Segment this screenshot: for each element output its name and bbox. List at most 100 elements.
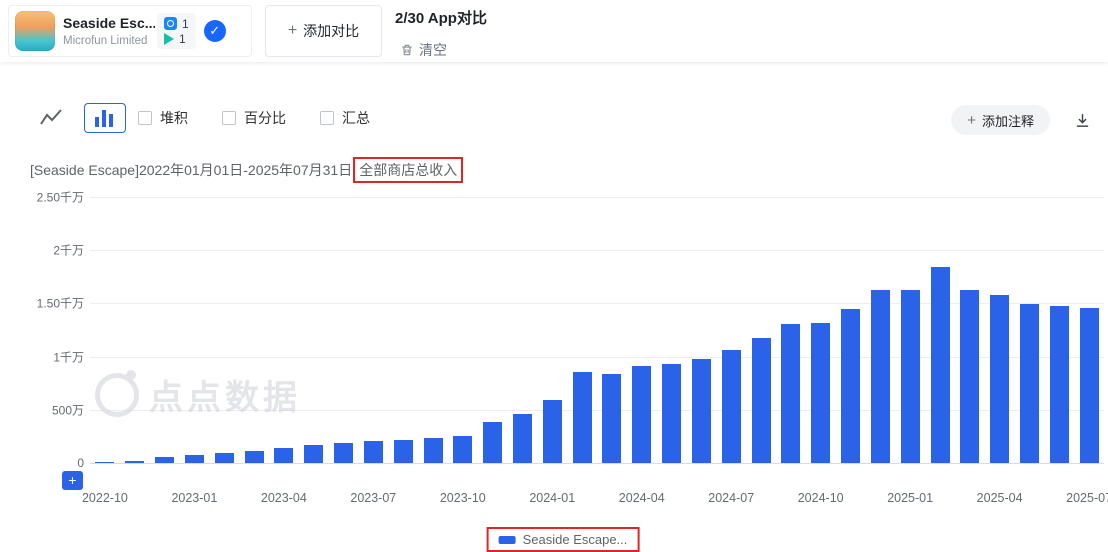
plus-icon: + (287, 22, 298, 39)
bar[interactable] (244, 450, 264, 463)
options-row: 堆积 百分比 汇总 (138, 108, 370, 128)
checkbox-stacked[interactable]: 堆积 (138, 108, 188, 128)
x-axis-tick-label: 2024-01 (529, 491, 576, 505)
gridline (90, 409, 1104, 411)
y-axis-tick-label: 0 (77, 456, 84, 470)
bar-slot (448, 197, 478, 463)
bar[interactable] (1020, 304, 1040, 463)
bar[interactable] (274, 447, 294, 463)
add-annotation-button[interactable]: + 添加注释 (951, 105, 1050, 135)
download-icon (1076, 113, 1088, 127)
plus-icon: + (967, 111, 976, 129)
line-chart-button[interactable] (30, 103, 72, 133)
checkbox-label: 堆积 (160, 110, 188, 126)
bar[interactable] (602, 374, 622, 463)
x-axis-labels: 2022-10 2023-01 2023-04 2023-07 2023-10 2024-… (82, 491, 1108, 507)
add-annotation-label: 添加注释 (981, 113, 1034, 129)
bar-slot (418, 197, 448, 463)
bar[interactable] (960, 289, 980, 463)
bar[interactable] (483, 421, 503, 463)
legend-label[interactable]: Seaside Escape... (522, 532, 628, 547)
gridline (90, 303, 1104, 305)
line-chart-icon (40, 109, 62, 125)
bar[interactable] (870, 289, 890, 463)
bar-slot (150, 197, 180, 463)
gridlines (90, 197, 1104, 464)
chart-title-highlight: 全部商店总收入 (359, 162, 458, 178)
bar[interactable] (841, 308, 861, 463)
bar[interactable] (542, 400, 562, 463)
bar-slot (895, 197, 925, 463)
bar-slot (120, 197, 150, 463)
x-axis-tick-label: 2025-07 (1066, 491, 1108, 505)
app-name: Seaside Esc... (63, 15, 155, 31)
compare-count: 2/30 App对比 (395, 10, 487, 27)
x-axis-tick-label: 2023-04 (260, 491, 307, 505)
y-axis-tick-label: 2.50千万 (36, 190, 84, 205)
checkbox-box (138, 111, 152, 125)
bar[interactable] (1049, 305, 1069, 463)
bar-chart-icon (95, 110, 113, 127)
chart-title: [Seaside Escape]2022年01月01日-2025年07月31日全… (30, 157, 464, 183)
x-axis-tick-label: 2025-01 (887, 491, 934, 505)
bar[interactable] (125, 460, 145, 463)
bar-slot (1045, 197, 1075, 463)
bar[interactable] (900, 289, 920, 463)
bar-slot (836, 197, 866, 463)
bar[interactable] (781, 324, 801, 463)
bar-slot (955, 197, 985, 463)
bar-slot (90, 197, 120, 463)
bar-slot (687, 197, 717, 463)
bar[interactable] (334, 443, 354, 463)
bar-slot (478, 197, 508, 463)
bar-slot (269, 197, 299, 463)
clear-button[interactable]: 清空 (400, 40, 447, 60)
gridline (90, 197, 1104, 198)
trash-icon (402, 44, 412, 56)
bar[interactable] (632, 365, 652, 463)
checkbox-percentage[interactable]: 百分比 (222, 108, 286, 128)
bar[interactable] (662, 364, 682, 463)
checkbox-summary[interactable]: 汇总 (320, 108, 370, 128)
add-compare-label: 添加对比 (303, 23, 360, 39)
bar[interactable] (572, 372, 592, 463)
checkbox-label: 汇总 (342, 110, 370, 126)
download-button[interactable] (1068, 106, 1096, 134)
bar[interactable] (304, 445, 324, 463)
bar[interactable] (691, 359, 711, 463)
bar[interactable] (721, 349, 741, 463)
add-compare-button[interactable]: + 添加对比 (265, 5, 382, 57)
gridline (90, 463, 1104, 464)
bar-slot (1074, 197, 1104, 463)
android-count: 1 (179, 31, 186, 46)
bar[interactable] (811, 322, 831, 463)
bar[interactable] (930, 267, 950, 463)
clear-label: 清空 (419, 42, 447, 58)
bar[interactable] (393, 439, 413, 463)
selected-check-icon[interactable]: ✓ (203, 20, 226, 42)
bar-chart-button[interactable] (84, 103, 126, 133)
bar[interactable] (95, 462, 115, 463)
x-axis-tick-label: 2023-01 (171, 491, 218, 505)
y-axis-tick-label: 500万 (51, 403, 84, 418)
bar[interactable] (155, 456, 175, 463)
app-card[interactable]: Seaside Esc... Microfun Limited 1 1 ✓ (8, 5, 252, 57)
bar-slot (806, 197, 836, 463)
bar[interactable] (184, 454, 204, 463)
bar[interactable] (751, 337, 771, 463)
bar-slot (209, 197, 239, 463)
bar[interactable] (1079, 307, 1099, 463)
bar[interactable] (363, 441, 383, 463)
bar-slot (508, 197, 538, 463)
bar[interactable] (453, 435, 473, 463)
bar-slot (179, 197, 209, 463)
android-count-row: 1 (164, 31, 189, 46)
x-axis-tick-label: 2023-10 (439, 491, 486, 505)
bar[interactable] (214, 452, 234, 463)
bar[interactable] (990, 294, 1010, 463)
bar[interactable] (423, 438, 443, 463)
app-icon (15, 11, 55, 51)
bar-slot (597, 197, 627, 463)
bar[interactable] (513, 413, 532, 463)
zoom-expand-button[interactable]: + (62, 471, 83, 490)
